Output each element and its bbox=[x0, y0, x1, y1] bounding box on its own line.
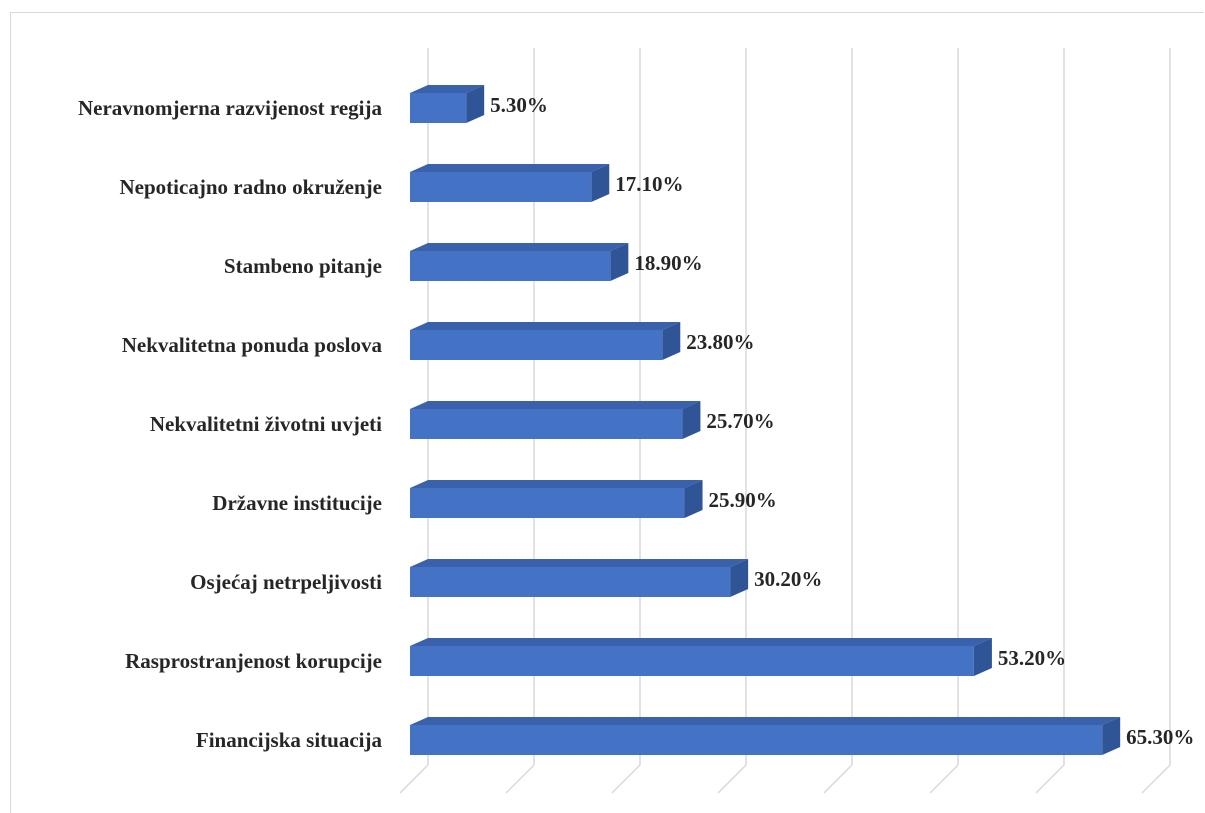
category-label: Nekvalitetna ponuda poslova bbox=[122, 333, 383, 357]
data-label: 5.30% bbox=[490, 93, 548, 117]
bar-top-face bbox=[410, 638, 992, 646]
bar bbox=[410, 559, 749, 597]
bar-front-face bbox=[410, 725, 1103, 755]
floor-tick bbox=[717, 764, 747, 794]
data-label: 25.70% bbox=[706, 409, 774, 433]
bar-side-face bbox=[730, 559, 749, 597]
bar-top-face bbox=[410, 559, 749, 567]
chart-frame bbox=[10, 12, 1204, 813]
category-label: Nepoticajno radno okruženje bbox=[120, 175, 382, 199]
bar bbox=[410, 164, 610, 202]
data-label: 17.10% bbox=[615, 172, 683, 196]
labels: Neravnomjerna razvijenost regija 5.30% Nep… bbox=[78, 93, 1194, 752]
bar-front-face bbox=[410, 646, 974, 676]
data-label: 25.90% bbox=[709, 488, 777, 512]
bar bbox=[410, 243, 629, 281]
data-label: 65.30% bbox=[1126, 725, 1194, 749]
data-label: 23.80% bbox=[686, 330, 754, 354]
floor-tick bbox=[611, 764, 641, 794]
category-label: Nekvalitetni životni uvjeti bbox=[150, 412, 382, 436]
bar-top-face bbox=[410, 243, 629, 251]
bar bbox=[410, 480, 703, 518]
floor-tick bbox=[505, 764, 535, 794]
bar-side-face bbox=[973, 638, 992, 676]
bar-front-face bbox=[410, 409, 683, 439]
bar-front-face bbox=[410, 93, 467, 123]
bar-side-face bbox=[610, 243, 629, 281]
bar-side-face bbox=[662, 322, 681, 360]
bar-side-face bbox=[591, 164, 610, 202]
data-label: 30.20% bbox=[754, 567, 822, 591]
bar-top-face bbox=[410, 401, 701, 409]
bar bbox=[410, 85, 485, 123]
floor-tick bbox=[1035, 764, 1065, 794]
bar-front-face bbox=[410, 567, 731, 597]
bar-side-face bbox=[684, 480, 703, 518]
bars bbox=[410, 85, 1121, 755]
bar-side-face bbox=[682, 401, 701, 439]
floor-tick bbox=[399, 764, 429, 794]
category-label: Financijska situacija bbox=[196, 728, 383, 752]
bar bbox=[410, 638, 992, 676]
bar bbox=[410, 401, 701, 439]
bar-side-face bbox=[466, 85, 485, 123]
bar-top-face bbox=[410, 164, 610, 172]
category-label: Rasprostranjenost korupcije bbox=[125, 649, 382, 673]
data-label: 53.20% bbox=[998, 646, 1066, 670]
floor-tick bbox=[929, 764, 959, 794]
bar-top-face bbox=[410, 480, 703, 488]
category-label: Osjećaj netrpeljivosti bbox=[190, 570, 382, 594]
bar-front-face bbox=[410, 172, 592, 202]
data-label: 18.90% bbox=[634, 251, 702, 275]
bar-front-face bbox=[410, 488, 685, 518]
bar-top-face bbox=[410, 717, 1121, 725]
bar-front-face bbox=[410, 251, 611, 281]
floor-tick bbox=[823, 764, 853, 794]
category-label: Državne institucije bbox=[212, 491, 382, 515]
bar-top-face bbox=[410, 85, 485, 93]
bar-top-face bbox=[410, 322, 681, 330]
bar bbox=[410, 322, 681, 360]
category-label: Stambeno pitanje bbox=[224, 254, 382, 278]
bar bbox=[410, 717, 1121, 755]
bar-side-face bbox=[1102, 717, 1121, 755]
bar-front-face bbox=[410, 330, 663, 360]
category-label: Neravnomjerna razvijenost regija bbox=[78, 96, 383, 120]
floor-tick bbox=[1141, 764, 1171, 794]
